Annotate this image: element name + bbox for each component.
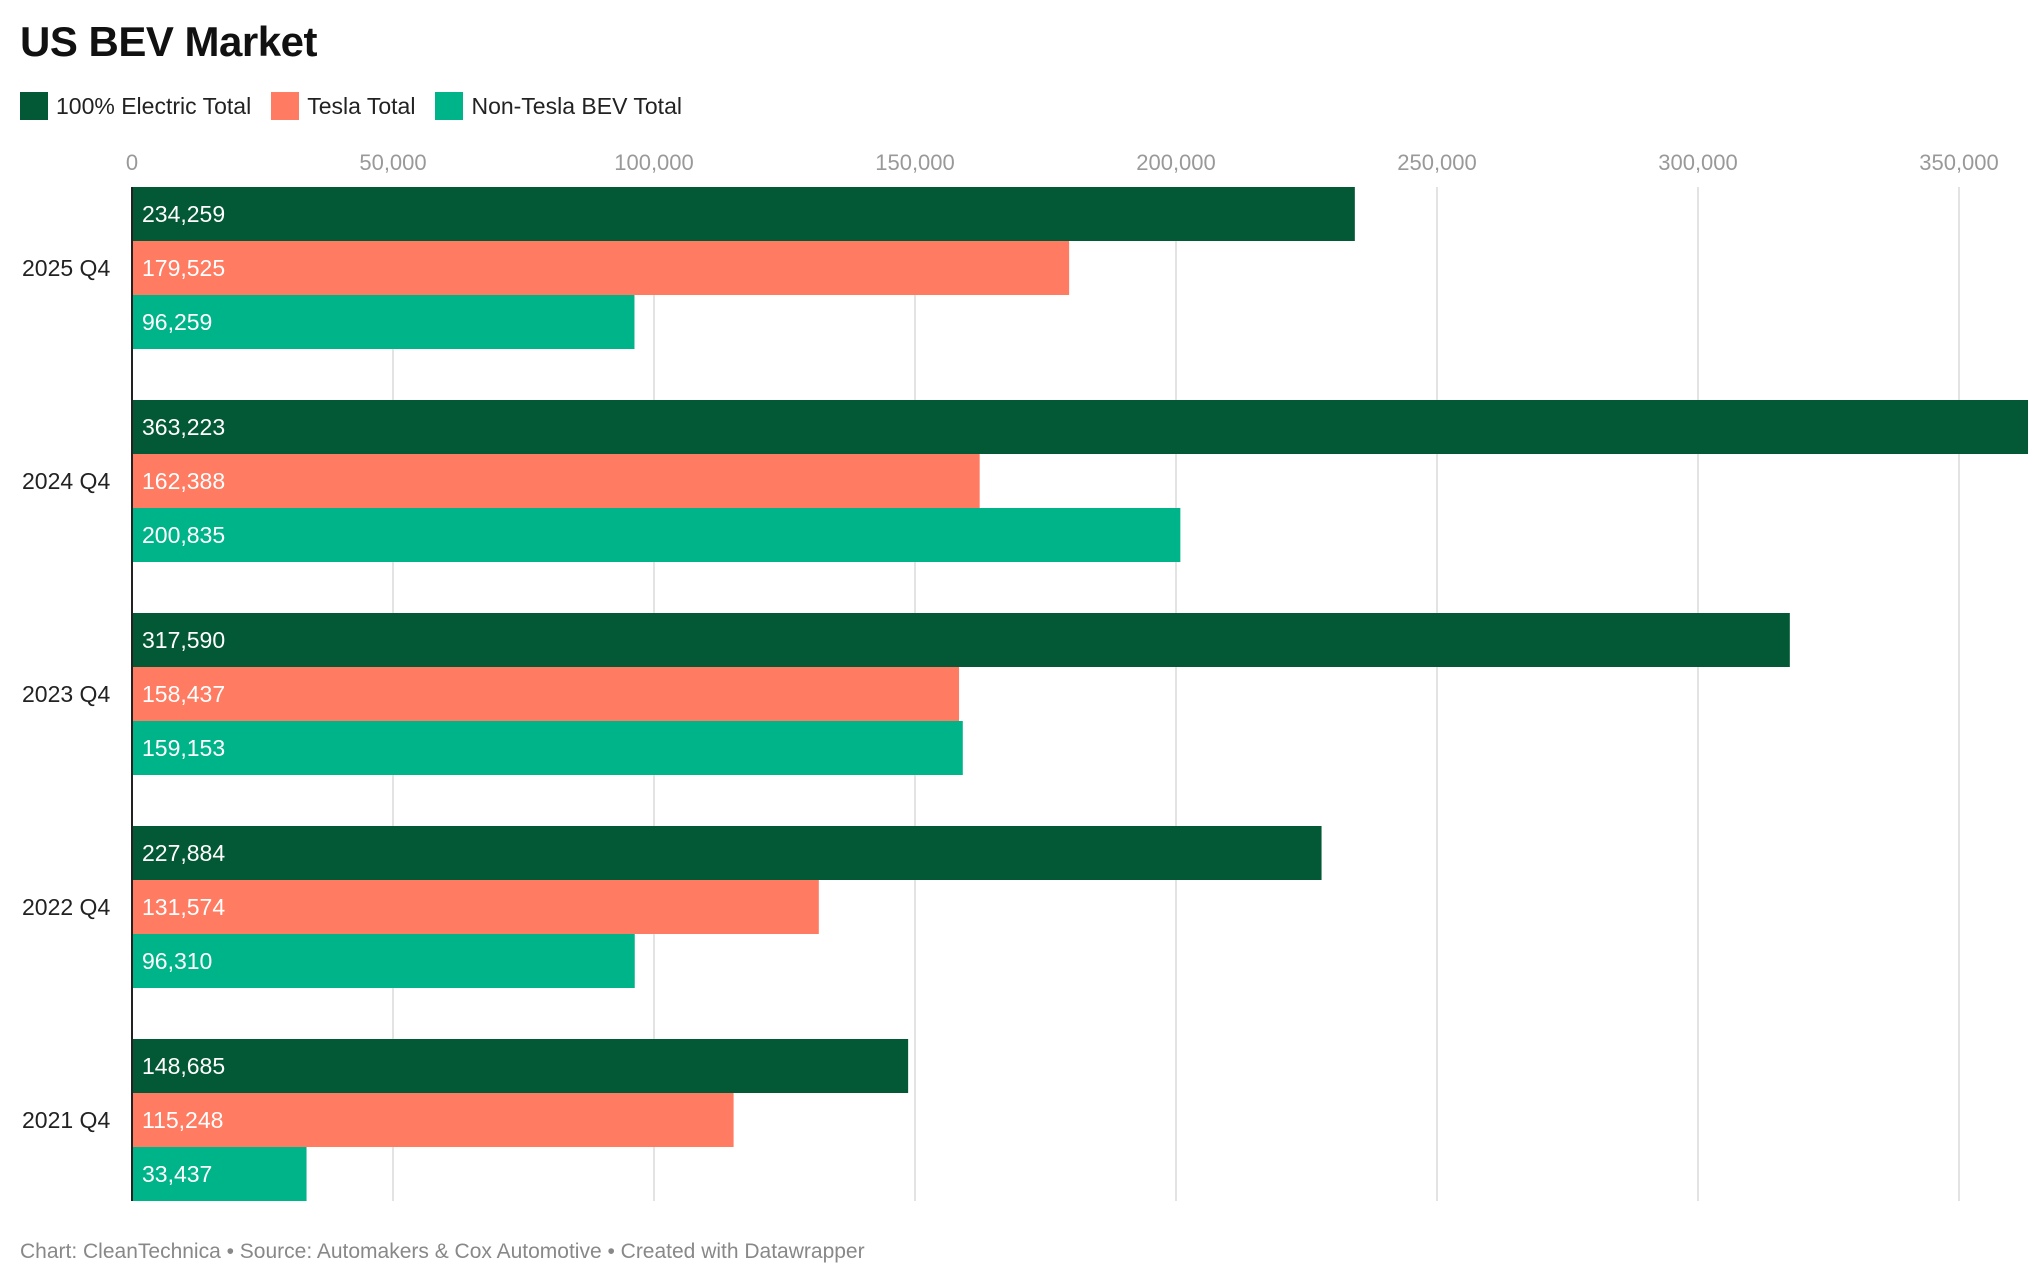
bar <box>132 1093 734 1147</box>
legend-label: Tesla Total <box>307 92 416 119</box>
x-tick-label: 350,000 <box>1919 150 1999 175</box>
legend-label: Non-Tesla BEV Total <box>471 92 682 119</box>
bar-value-label: 162,388 <box>142 468 225 494</box>
bar <box>132 508 1181 562</box>
legend-swatch <box>20 92 48 120</box>
category-label: 2025 Q4 <box>22 255 110 281</box>
bar-value-label: 179,525 <box>142 255 225 281</box>
bar <box>132 1147 307 1201</box>
bar <box>132 934 635 988</box>
legend: 100% Electric Total Tesla Total Non-Tesl… <box>20 92 682 120</box>
bar-value-label: 200,835 <box>142 522 225 548</box>
x-tick-label: 0 <box>126 150 138 175</box>
x-tick-label: 250,000 <box>1397 150 1477 175</box>
legend-item-electric-total: 100% Electric Total <box>20 92 251 120</box>
bar-value-label: 96,310 <box>142 948 212 974</box>
bar <box>132 667 960 721</box>
bar <box>132 721 963 775</box>
category-label: 2022 Q4 <box>22 894 110 920</box>
bar <box>132 1039 909 1093</box>
x-tick-label: 50,000 <box>359 150 426 175</box>
bar-value-label: 33,437 <box>142 1161 212 1187</box>
bar-value-label: 159,153 <box>142 735 225 761</box>
bar <box>132 295 635 349</box>
bar-value-label: 234,259 <box>142 201 225 227</box>
bar <box>132 880 819 934</box>
x-tick-label: 150,000 <box>875 150 955 175</box>
legend-item-tesla-total: Tesla Total <box>271 92 415 120</box>
x-tick-label: 200,000 <box>1136 150 1216 175</box>
legend-swatch <box>435 92 464 120</box>
chart-title: US BEV Market <box>20 18 317 65</box>
bar-value-label: 227,884 <box>142 840 225 866</box>
legend-label: 100% Electric Total <box>56 92 252 119</box>
bar <box>132 400 2029 454</box>
bar-value-label: 115,248 <box>142 1107 223 1133</box>
bar-value-label: 363,223 <box>142 414 225 440</box>
bar-value-label: 96,259 <box>142 309 212 335</box>
category-label: 2023 Q4 <box>22 681 110 707</box>
legend-item-non-tesla-total: Non-Tesla BEV Total <box>435 92 682 120</box>
category-label: 2021 Q4 <box>22 1107 110 1133</box>
x-tick-label: 300,000 <box>1658 150 1738 175</box>
bar <box>132 241 1070 295</box>
bar <box>132 187 1355 241</box>
category-label: 2024 Q4 <box>22 468 110 494</box>
legend-swatch <box>271 92 300 120</box>
chart-footer: Chart: CleanTechnica • Source: Automaker… <box>20 1240 865 1263</box>
bar <box>132 454 980 508</box>
x-tick-label: 100,000 <box>614 150 694 175</box>
bar-value-label: 317,590 <box>142 627 225 653</box>
bar-value-label: 131,574 <box>142 894 225 920</box>
bar-value-label: 158,437 <box>142 681 225 707</box>
bar <box>132 826 1322 880</box>
bar-value-label: 148,685 <box>142 1053 225 1079</box>
bar <box>132 613 1790 667</box>
